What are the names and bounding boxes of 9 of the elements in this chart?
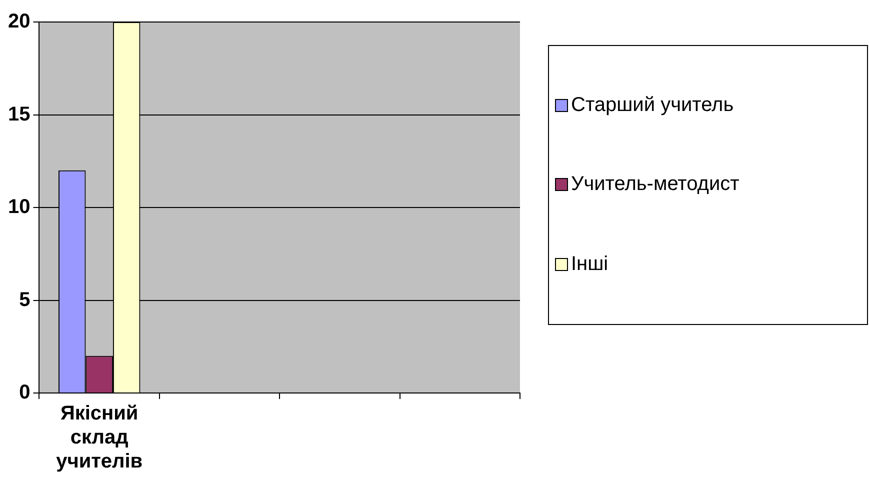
y-tick-label: 15 [8,103,30,126]
y-tick-label: 0 [19,382,30,404]
legend-label: Учитель-методист [571,173,740,196]
legend-label: Старший учитель [571,94,734,118]
x-tick-label: Якісний склад учителів [56,402,143,473]
y-tick-label: 5 [19,288,30,311]
y-tick-label: 20 [8,10,30,33]
y-tick-label: 10 [8,196,30,218]
legend-label: Інші [571,252,608,276]
